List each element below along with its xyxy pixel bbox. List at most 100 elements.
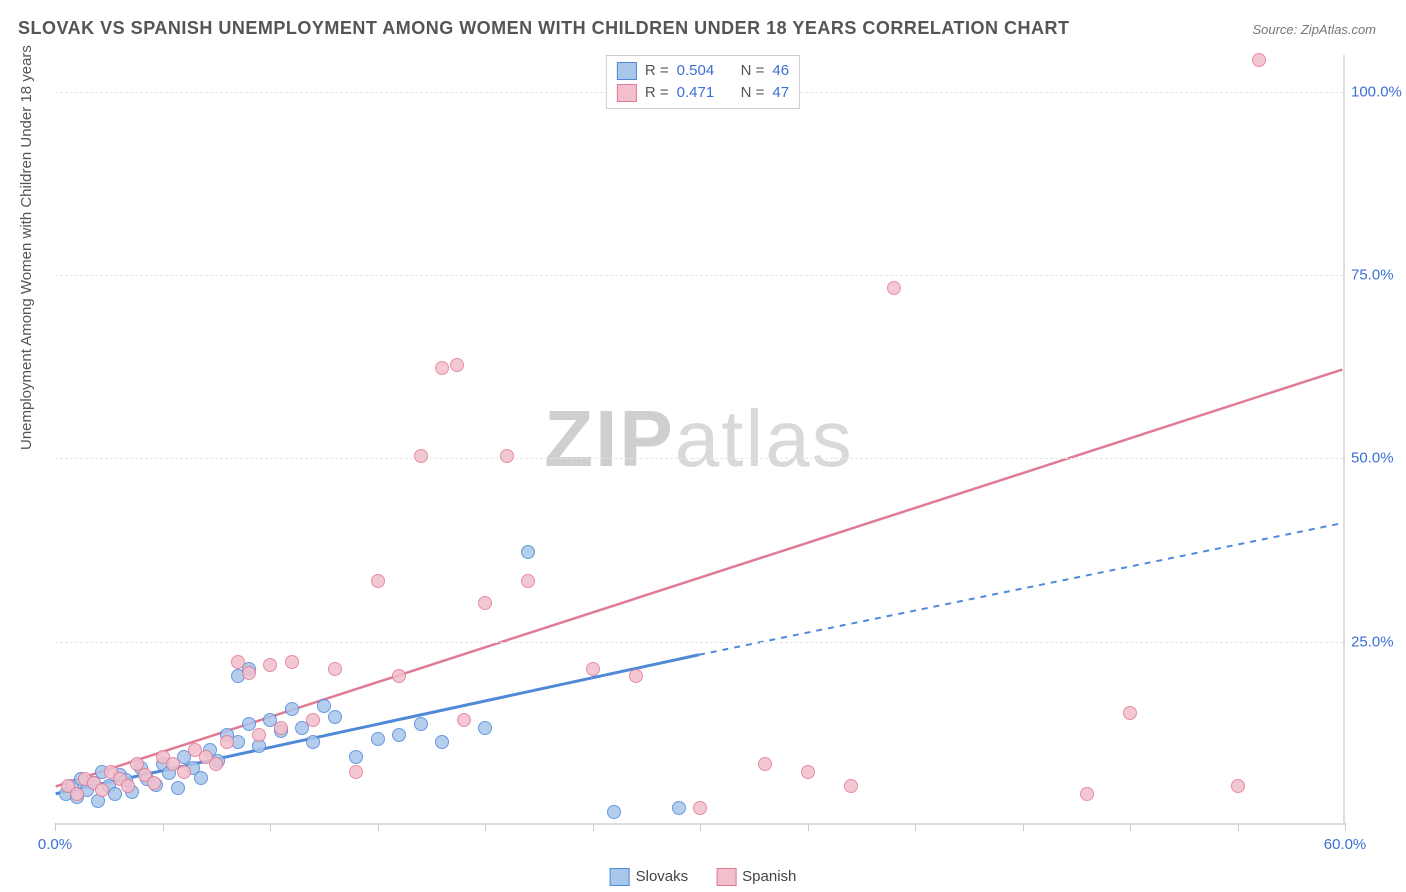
x-tick: [1023, 823, 1024, 831]
x-tick: [1238, 823, 1239, 831]
legend-series-name: Slovaks: [636, 868, 689, 885]
data-point: [70, 787, 84, 801]
legend-swatch-icon: [617, 62, 637, 80]
legend-series-name: Spanish: [742, 868, 796, 885]
x-tick: [270, 823, 271, 831]
data-point: [285, 702, 299, 716]
data-point: [478, 596, 492, 610]
data-point: [349, 765, 363, 779]
data-point: [844, 779, 858, 793]
legend-item: Spanish: [716, 868, 796, 886]
correlation-legend: R = 0.504 N = 46R = 0.471 N = 47: [606, 55, 800, 109]
data-point: [1080, 787, 1094, 801]
legend-n-value: 46: [772, 60, 789, 82]
y-axis-label: Unemployment Among Women with Children U…: [18, 45, 35, 450]
legend-row: R = 0.504 N = 46: [617, 60, 789, 82]
data-point: [672, 801, 686, 815]
x-tick: [700, 823, 701, 831]
data-point: [629, 669, 643, 683]
data-point: [263, 658, 277, 672]
legend-n-value: 47: [772, 82, 789, 104]
x-tick: [163, 823, 164, 831]
data-point: [586, 662, 600, 676]
legend-swatch-icon: [716, 868, 736, 886]
gridline-h: [55, 458, 1343, 459]
x-tick: [55, 823, 56, 831]
data-point: [317, 699, 331, 713]
x-tick: [808, 823, 809, 831]
data-point: [231, 655, 245, 669]
data-point: [95, 783, 109, 797]
data-point: [177, 765, 191, 779]
data-point: [521, 574, 535, 588]
watermark-atlas: atlas: [675, 394, 854, 483]
x-tick: [378, 823, 379, 831]
data-point: [371, 732, 385, 746]
plot-area: ZIPatlas 25.0%50.0%75.0%100.0%0.0%60.0%: [55, 55, 1345, 825]
data-point: [414, 717, 428, 731]
data-point: [457, 713, 471, 727]
data-point: [1123, 706, 1137, 720]
data-point: [607, 805, 621, 819]
legend-r-label: R =: [645, 60, 669, 82]
data-point: [758, 757, 772, 771]
legend-r-value: 0.504: [677, 60, 723, 82]
data-point: [414, 449, 428, 463]
source-label: Source: ZipAtlas.com: [1252, 22, 1376, 37]
legend-swatch-icon: [617, 84, 637, 102]
legend-swatch-icon: [610, 868, 630, 886]
data-point: [194, 771, 208, 785]
data-point: [147, 776, 161, 790]
trend-lines: [55, 55, 1343, 823]
data-point: [242, 666, 256, 680]
x-tick: [1130, 823, 1131, 831]
data-point: [349, 750, 363, 764]
data-point: [306, 713, 320, 727]
data-point: [306, 735, 320, 749]
y-tick-label: 75.0%: [1351, 267, 1406, 284]
chart-title: SLOVAK VS SPANISH UNEMPLOYMENT AMONG WOM…: [18, 18, 1070, 39]
data-point: [121, 779, 135, 793]
x-tick: [485, 823, 486, 831]
y-tick-label: 50.0%: [1351, 450, 1406, 467]
data-point: [450, 358, 464, 372]
x-tick-label: 0.0%: [38, 836, 72, 853]
data-point: [435, 735, 449, 749]
x-tick-label: 60.0%: [1324, 836, 1367, 853]
data-point: [171, 781, 185, 795]
gridline-h: [55, 642, 1343, 643]
data-point: [693, 801, 707, 815]
legend-r-value: 0.471: [677, 82, 723, 104]
x-tick: [1345, 823, 1346, 831]
data-point: [252, 728, 266, 742]
data-point: [108, 787, 122, 801]
watermark-zip: ZIP: [544, 394, 674, 483]
data-point: [328, 710, 342, 724]
data-point: [285, 655, 299, 669]
data-point: [1252, 53, 1266, 67]
data-point: [435, 361, 449, 375]
data-point: [887, 281, 901, 295]
legend-row: R =0.471N =47: [617, 82, 789, 104]
data-point: [371, 574, 385, 588]
series-legend: Slovaks Spanish: [610, 868, 797, 886]
data-point: [220, 735, 234, 749]
legend-n-label: N =: [741, 60, 765, 82]
data-point: [328, 662, 342, 676]
y-tick-label: 100.0%: [1351, 83, 1406, 100]
legend-item: Slovaks: [610, 868, 689, 886]
data-point: [478, 721, 492, 735]
gridline-h: [55, 275, 1343, 276]
data-point: [392, 728, 406, 742]
data-point: [521, 545, 535, 559]
x-tick: [915, 823, 916, 831]
data-point: [500, 449, 514, 463]
data-point: [801, 765, 815, 779]
legend-n-label: N =: [741, 82, 765, 104]
watermark: ZIPatlas: [544, 393, 853, 485]
x-tick: [593, 823, 594, 831]
data-point: [209, 757, 223, 771]
y-tick-label: 25.0%: [1351, 633, 1406, 650]
data-point: [392, 669, 406, 683]
data-point: [242, 717, 256, 731]
